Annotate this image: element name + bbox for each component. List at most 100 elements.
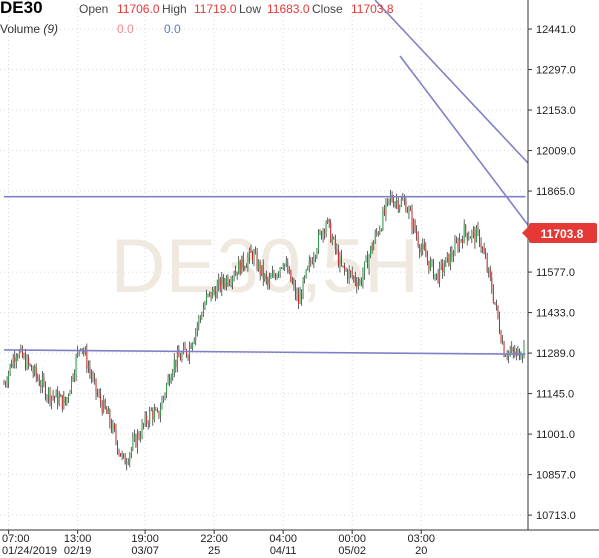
candles <box>3 189 525 471</box>
candle <box>201 311 203 320</box>
candle <box>143 422 145 430</box>
candle <box>451 245 453 263</box>
candle <box>422 238 424 256</box>
candle <box>350 269 352 279</box>
candle <box>233 270 235 282</box>
candle <box>420 243 422 257</box>
candle <box>419 243 421 259</box>
candle <box>133 429 135 442</box>
candle <box>405 196 407 213</box>
x-tick-time: 04:00 <box>269 533 297 545</box>
x-tick-time: 03:00 <box>407 533 435 545</box>
candle <box>166 382 168 399</box>
candle <box>353 275 355 283</box>
close-label: Close <box>312 2 343 16</box>
candle <box>475 224 477 243</box>
candle <box>225 275 227 291</box>
y-tick-label: 11433.0 <box>536 308 575 320</box>
candle <box>32 365 34 378</box>
candle <box>362 267 364 289</box>
candle <box>304 275 306 284</box>
candle <box>126 458 128 471</box>
candle <box>17 353 19 362</box>
candle <box>443 260 445 277</box>
candle <box>340 249 342 267</box>
candle <box>311 256 313 265</box>
candle <box>331 233 333 246</box>
candle <box>477 221 479 237</box>
y-tick-label: 11577.0 <box>536 267 575 279</box>
candle <box>265 270 267 285</box>
y-tick-label: 10857.0 <box>536 470 576 482</box>
volume-indicator[interactable]: Volume (9) <box>0 22 58 36</box>
candle <box>359 278 361 287</box>
candle <box>324 228 326 240</box>
trendlines[interactable] <box>3 0 529 355</box>
open-value: 11706.0 <box>117 2 160 16</box>
x-tick-date: 04/11 <box>270 545 297 557</box>
candle <box>428 260 430 275</box>
candle <box>175 359 177 373</box>
candle <box>12 353 14 369</box>
volume-param: (9) <box>43 22 59 36</box>
candle <box>15 353 17 369</box>
candle <box>310 257 312 267</box>
watermark: DE30,5H <box>111 224 419 309</box>
trendline[interactable] <box>3 349 526 355</box>
candle <box>179 352 181 361</box>
candle <box>196 321 198 337</box>
candle <box>423 238 425 251</box>
candle <box>187 353 189 361</box>
channel-line-upper[interactable] <box>374 0 529 164</box>
candle <box>227 274 229 288</box>
candle <box>28 354 30 370</box>
candle <box>153 403 155 423</box>
candle <box>38 374 40 387</box>
candle <box>129 452 131 468</box>
candle <box>49 386 51 407</box>
candle <box>103 395 105 414</box>
candle <box>255 246 257 255</box>
candle <box>327 217 329 225</box>
candle <box>334 234 336 255</box>
candle <box>3 379 5 385</box>
candle <box>262 259 264 287</box>
candle <box>5 380 7 388</box>
candle <box>213 286 215 296</box>
candle <box>276 273 278 280</box>
symbol-label: DE30 <box>0 0 43 17</box>
candle <box>273 269 275 279</box>
candle <box>508 350 510 364</box>
candle <box>147 420 149 430</box>
channel-line-lower[interactable] <box>399 55 529 226</box>
candle <box>169 373 171 387</box>
candle <box>520 351 522 360</box>
candle <box>161 395 163 410</box>
candle <box>382 206 384 231</box>
candle <box>291 276 293 285</box>
candle <box>503 340 505 358</box>
x-tick-time: 22:00 <box>200 533 228 545</box>
candle <box>192 342 194 351</box>
candle <box>348 265 350 285</box>
price-axis[interactable]: 12441.0 12297.0 12153.0 12009.0 11865.0 11577… <box>527 0 576 530</box>
candle <box>218 273 220 292</box>
candle <box>184 341 186 350</box>
volume-value-1: 0.0 <box>117 22 134 36</box>
candle <box>337 244 339 268</box>
candle <box>440 259 442 271</box>
candle <box>241 255 243 274</box>
candle <box>124 452 126 465</box>
candle <box>294 280 296 301</box>
candle <box>409 205 411 212</box>
candle <box>313 251 315 269</box>
candle <box>302 276 304 300</box>
low-value: 11683.0 <box>267 2 310 16</box>
candle <box>250 244 252 254</box>
candle <box>394 200 396 209</box>
candle <box>471 229 473 244</box>
candle <box>210 291 212 302</box>
candle <box>376 228 378 237</box>
